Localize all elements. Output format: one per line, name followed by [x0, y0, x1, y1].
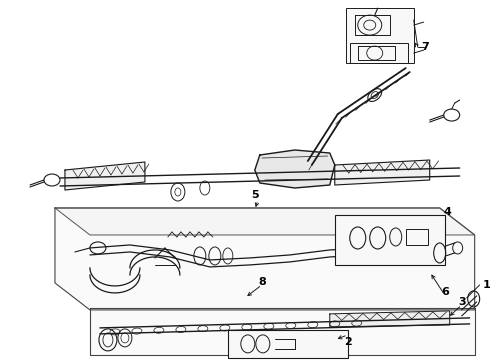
Text: 5: 5 — [251, 190, 259, 200]
Bar — [350, 43, 408, 63]
Polygon shape — [65, 162, 145, 190]
Text: 7: 7 — [421, 42, 429, 52]
Polygon shape — [55, 208, 475, 310]
Bar — [406, 229, 428, 245]
Text: 2: 2 — [344, 337, 352, 347]
Polygon shape — [255, 150, 335, 188]
Polygon shape — [335, 160, 430, 185]
Polygon shape — [355, 15, 390, 35]
Polygon shape — [360, 242, 440, 265]
Text: 8: 8 — [258, 277, 266, 287]
Text: 1: 1 — [483, 280, 490, 290]
Text: 6: 6 — [441, 287, 449, 297]
Polygon shape — [55, 208, 475, 235]
Polygon shape — [330, 311, 450, 327]
Bar — [228, 330, 348, 358]
Bar — [346, 8, 414, 63]
Polygon shape — [90, 308, 475, 355]
Text: 4: 4 — [444, 207, 452, 217]
Bar — [335, 215, 445, 265]
Polygon shape — [358, 46, 395, 60]
Text: 3: 3 — [458, 297, 466, 307]
